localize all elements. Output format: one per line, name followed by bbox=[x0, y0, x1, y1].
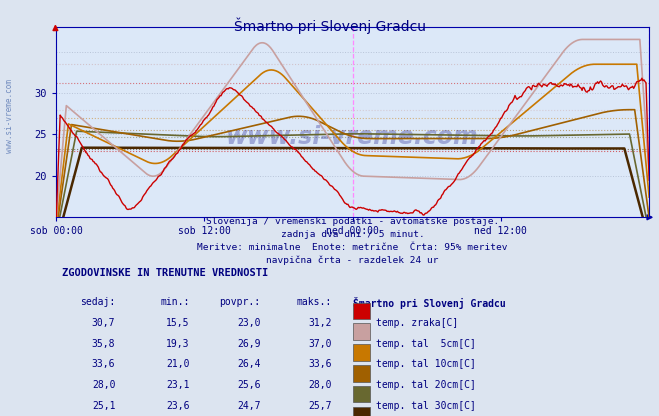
Text: sedaj:: sedaj: bbox=[80, 297, 115, 307]
Text: 31,2: 31,2 bbox=[308, 318, 331, 328]
Text: 23,0: 23,0 bbox=[237, 318, 261, 328]
Bar bbox=[353, 386, 370, 403]
Text: 33,6: 33,6 bbox=[308, 359, 331, 369]
Text: Šmartno pri Slovenj Gradcu: Šmartno pri Slovenj Gradcu bbox=[233, 17, 426, 34]
Text: Šmartno pri Slovenj Gradcu: Šmartno pri Slovenj Gradcu bbox=[353, 297, 505, 309]
Text: 23,1: 23,1 bbox=[166, 380, 190, 390]
Bar bbox=[353, 365, 370, 381]
Text: 28,0: 28,0 bbox=[92, 380, 115, 390]
Text: 25,6: 25,6 bbox=[237, 380, 261, 390]
Text: 25,7: 25,7 bbox=[308, 401, 331, 411]
Text: temp. tal 20cm[C]: temp. tal 20cm[C] bbox=[376, 380, 476, 390]
Bar bbox=[353, 324, 370, 340]
Bar bbox=[353, 302, 370, 319]
Bar bbox=[353, 344, 370, 361]
Text: www.si-vreme.com: www.si-vreme.com bbox=[226, 125, 479, 149]
Text: Slovenija / vremenski podatki - avtomatske postaje.
zadnja dva dni / 5 minut.
Me: Slovenija / vremenski podatki - avtomats… bbox=[197, 217, 508, 265]
Text: min.:: min.: bbox=[160, 297, 190, 307]
Text: povpr.:: povpr.: bbox=[219, 297, 261, 307]
Text: 19,3: 19,3 bbox=[166, 339, 190, 349]
Text: 15,5: 15,5 bbox=[166, 318, 190, 328]
Text: 26,4: 26,4 bbox=[237, 359, 261, 369]
Text: 24,7: 24,7 bbox=[237, 401, 261, 411]
Text: 25,1: 25,1 bbox=[92, 401, 115, 411]
Text: temp. tal  5cm[C]: temp. tal 5cm[C] bbox=[376, 339, 476, 349]
Text: 26,9: 26,9 bbox=[237, 339, 261, 349]
Text: temp. tal 30cm[C]: temp. tal 30cm[C] bbox=[376, 401, 476, 411]
Text: 33,6: 33,6 bbox=[92, 359, 115, 369]
Text: www.si-vreme.com: www.si-vreme.com bbox=[5, 79, 14, 154]
Text: 28,0: 28,0 bbox=[308, 380, 331, 390]
Text: 23,6: 23,6 bbox=[166, 401, 190, 411]
Text: 35,8: 35,8 bbox=[92, 339, 115, 349]
Text: 37,0: 37,0 bbox=[308, 339, 331, 349]
Text: maks.:: maks.: bbox=[297, 297, 331, 307]
Text: ZGODOVINSKE IN TRENUTNE VREDNOSTI: ZGODOVINSKE IN TRENUTNE VREDNOSTI bbox=[62, 268, 268, 278]
Text: 30,7: 30,7 bbox=[92, 318, 115, 328]
Bar bbox=[353, 407, 370, 416]
Text: temp. tal 10cm[C]: temp. tal 10cm[C] bbox=[376, 359, 476, 369]
Text: 21,0: 21,0 bbox=[166, 359, 190, 369]
Text: temp. zraka[C]: temp. zraka[C] bbox=[376, 318, 459, 328]
